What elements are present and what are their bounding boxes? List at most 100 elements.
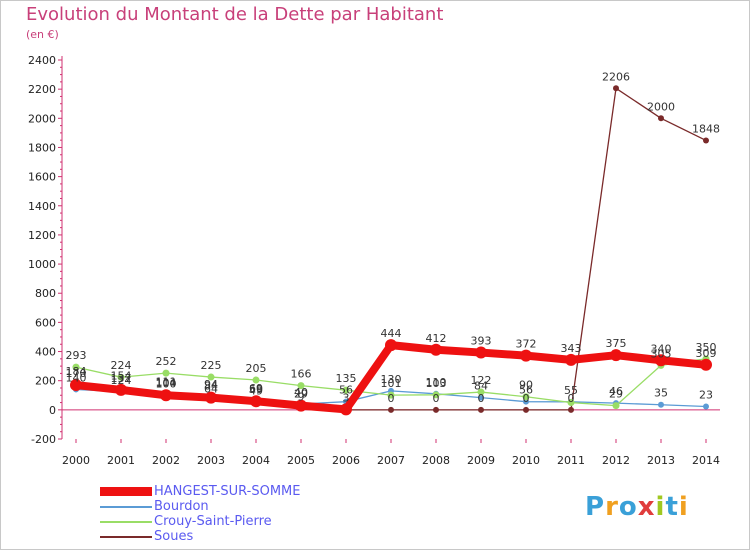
chart-subtitle: (en €) [26,28,59,41]
data-label: 2206 [602,70,630,83]
data-label: 224 [111,359,132,372]
data-label: 140 [66,371,87,384]
data-label: 29 [609,388,623,401]
data-label: 412 [426,332,447,345]
data-label: 0 [433,392,440,405]
y-tick-label: 2200 [28,83,56,96]
data-label: 111 [156,376,177,389]
data-point [523,398,529,405]
data-point [612,402,620,410]
x-tick-label: 2009 [467,454,495,467]
data-label: 9 [298,391,305,404]
data-point [205,391,217,404]
data-point [295,399,307,412]
data-point [70,379,82,392]
data-point [568,406,574,413]
data-point [388,406,394,413]
data-point [565,353,577,366]
y-tick-label: -200 [31,433,56,446]
y-tick-label: 1400 [28,200,56,213]
data-point [117,373,125,381]
data-label: 46 [609,385,623,398]
data-label: 3 [343,391,350,404]
data-label: 2000 [647,100,675,113]
data-point [250,395,262,408]
data-label: 343 [561,342,582,355]
data-point [613,85,619,92]
data-label: 375 [606,337,627,350]
data-label: 104 [156,377,177,390]
legend: HANGEST-SUR-SOMME Bourdon Crouy-Saint-Pi… [100,484,300,544]
y-tick-label: 1000 [28,258,56,271]
data-label: 23 [699,388,713,401]
x-tick-label: 2005 [287,454,315,467]
data-label: 166 [291,368,312,381]
data-label: 0 [388,392,395,405]
data-label: 340 [651,342,672,355]
legend-item-crouy: Crouy-Saint-Pierre [100,514,300,529]
data-point [342,386,350,394]
legend-item-hangest: HANGEST-SUR-SOMME [100,484,300,499]
x-tick-label: 2010 [512,454,540,467]
data-point [567,399,575,407]
x-tick-label: 2012 [602,454,630,467]
y-tick-label: 600 [35,316,56,329]
legend-label: Bourdon [154,498,209,514]
data-label: 84 [204,380,218,393]
legend-item-soues: Soues [100,529,300,544]
data-label: 154 [111,369,132,382]
data-label: 49 [249,385,263,398]
data-label: 444 [381,327,402,340]
data-label: 90 [519,379,533,392]
x-tick-label: 2003 [197,454,225,467]
data-point [433,406,439,413]
data-point [475,346,487,359]
data-point [658,115,664,122]
data-label: 55 [564,384,578,397]
data-label: 372 [516,338,537,351]
data-point [252,376,260,384]
data-point [207,373,215,381]
x-tick-label: 2007 [377,454,405,467]
data-point [297,382,305,390]
data-label: 0 [568,392,575,405]
data-label: 69 [249,382,263,395]
data-label: 293 [66,349,87,362]
data-point [162,369,170,377]
legend-swatch-hangest [100,487,152,496]
y-tick-label: 1600 [28,171,56,184]
data-point [658,401,664,408]
data-label: 40 [294,386,308,399]
x-tick-label: 2001 [107,454,135,467]
legend-label: Soues [154,528,194,544]
y-tick-label: 800 [35,287,56,300]
data-point [160,389,172,402]
y-tick-label: 2400 [28,54,56,67]
data-point [387,391,395,399]
x-tick-label: 2008 [422,454,450,467]
data-point [478,394,484,401]
data-label: 0 [478,392,485,405]
data-point [703,403,709,410]
data-label: 393 [471,335,492,348]
data-label: 110 [426,376,447,389]
x-tick-label: 2002 [152,454,180,467]
data-point [655,354,667,367]
data-label: 100 [156,377,177,390]
legend-label: HANGEST-SUR-SOMME [154,483,301,499]
data-label: 205 [246,362,267,375]
data-label: 59 [249,383,263,396]
data-point [477,388,485,396]
data-label: 64 [204,383,218,396]
y-tick-label: 2000 [28,112,56,125]
data-label: 56 [339,384,353,397]
data-label: 103 [426,377,447,390]
data-label: 309 [696,347,717,360]
data-point [522,393,530,401]
data-point [432,391,440,399]
data-label: 130 [381,373,402,386]
legend-item-bourdon: Bourdon [100,499,300,514]
data-label: 225 [201,359,222,372]
